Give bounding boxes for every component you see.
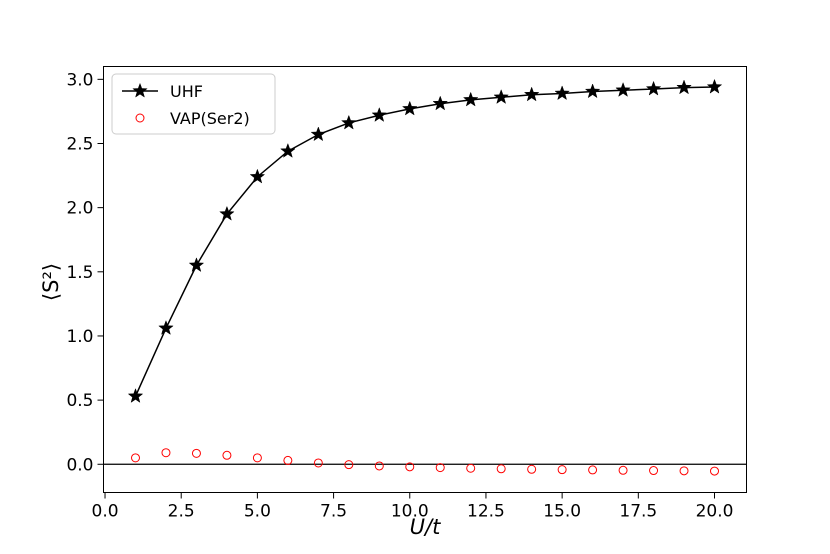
vap-point	[313, 458, 323, 468]
vap-point	[344, 460, 354, 470]
uhf-point	[645, 80, 662, 96]
vap-point	[710, 466, 720, 476]
vap-point	[405, 462, 415, 472]
x-tick-label: 5.0	[244, 502, 271, 522]
y-tick-label: 1.0	[66, 327, 93, 347]
y-tick-label: 1.5	[66, 263, 93, 283]
uhf-point	[554, 85, 570, 101]
uhf-point	[340, 114, 357, 130]
y-tick-label: 0.0	[66, 455, 93, 475]
legend-marker-uhf	[132, 82, 148, 98]
uhf-point	[615, 82, 631, 97]
x-tick-label: 20.0	[696, 502, 734, 522]
y-tick-label: 2.5	[66, 134, 93, 154]
legend-frame	[111, 73, 276, 135]
vap-point	[222, 450, 232, 460]
vap-point	[130, 453, 140, 463]
uhf-point	[676, 79, 692, 95]
axis-ticks: 0.0 2.5 5.0 7.5 10.0 12.5 15.0 17.5 20.0 0.0 0.5 1.…	[66, 70, 733, 521]
legend-label: VAP(Ser2)	[170, 109, 250, 128]
uhf-point	[462, 91, 479, 107]
vap-point	[679, 466, 689, 476]
y-tick-label: 0.5	[66, 391, 93, 411]
uhf-point	[371, 107, 388, 122]
uhf-point	[523, 86, 540, 102]
y-tick-label: 2.0	[66, 199, 93, 219]
x-tick-label: 7.5	[320, 502, 347, 522]
x-axis-label: U/t	[410, 515, 441, 539]
uhf-point	[493, 89, 510, 104]
uhf-point	[280, 142, 296, 158]
uhf-point	[584, 83, 601, 99]
vap-point	[252, 453, 262, 463]
uhf-point	[310, 126, 327, 142]
x-tick-label: 12.5	[467, 502, 505, 522]
uhf-point	[127, 388, 144, 403]
x-tick-label: 2.5	[168, 502, 195, 522]
vap-point	[435, 463, 445, 473]
uhf-series-line	[134, 86, 715, 397]
vap-point	[496, 464, 506, 474]
x-tick-label: 0.0	[92, 502, 119, 522]
vap-point	[466, 463, 476, 473]
uhf-point	[219, 205, 235, 221]
uhf-point	[158, 320, 174, 335]
uhf-point	[401, 100, 418, 116]
axes-frame	[103, 66, 747, 493]
uhf-point	[249, 168, 266, 184]
uhf-point	[188, 257, 205, 273]
uhf-point	[706, 78, 723, 94]
uhf-point	[432, 95, 449, 111]
y-tick-label: 3.0	[66, 70, 93, 90]
vap-point	[588, 465, 598, 475]
plot-area	[103, 78, 747, 476]
x-tick-label: 17.5	[619, 502, 657, 522]
vap-point	[649, 466, 659, 476]
legend-marker-vap	[135, 113, 145, 123]
vap-point	[374, 461, 384, 471]
vap-point	[283, 455, 293, 465]
vap-point	[191, 448, 201, 458]
vap-point	[557, 465, 567, 475]
x-tick-label: 15.0	[543, 502, 581, 522]
vap-point	[161, 448, 171, 458]
vap-point	[618, 465, 628, 475]
x-tick-label: 10.0	[391, 502, 429, 522]
y-axis-label: ⟨S²⟩	[39, 263, 63, 301]
legend: UHF VAP(Ser2)	[111, 73, 276, 135]
vap-point	[527, 464, 537, 474]
legend-label: UHF	[170, 82, 203, 101]
